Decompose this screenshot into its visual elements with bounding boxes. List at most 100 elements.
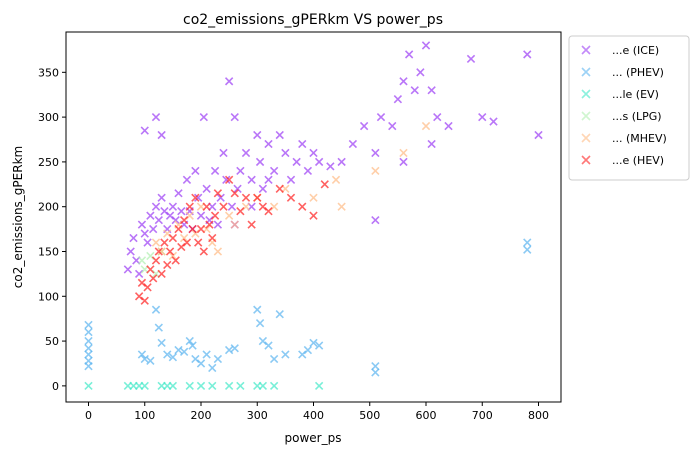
legend-marker bbox=[581, 67, 591, 77]
data-point bbox=[224, 175, 234, 184]
data-point bbox=[143, 238, 152, 247]
data-point bbox=[298, 350, 307, 359]
data-point bbox=[236, 207, 245, 216]
data-point bbox=[129, 233, 138, 243]
x-tick-label: 100 bbox=[134, 409, 155, 422]
data-point bbox=[182, 175, 192, 184]
data-point bbox=[264, 139, 273, 149]
data-point bbox=[146, 211, 155, 220]
data-point bbox=[191, 193, 200, 202]
x-tick-label: 600 bbox=[416, 409, 437, 422]
data-point bbox=[151, 256, 161, 265]
data-point bbox=[404, 50, 414, 59]
data-point bbox=[216, 193, 225, 202]
data-point bbox=[199, 112, 208, 122]
data-point bbox=[416, 68, 425, 77]
data-point bbox=[157, 269, 166, 279]
data-point bbox=[143, 283, 152, 292]
data-point bbox=[185, 336, 194, 346]
data-point bbox=[410, 86, 419, 95]
data-point bbox=[314, 157, 324, 167]
data-point bbox=[331, 175, 341, 184]
data-point bbox=[196, 359, 206, 368]
data-point bbox=[191, 354, 200, 364]
data-point bbox=[264, 341, 273, 350]
data-point bbox=[188, 224, 197, 234]
y-axis: 0 50 100 150 200 250 300 350 bbox=[38, 66, 66, 393]
data-point bbox=[275, 130, 284, 140]
legend-marker bbox=[581, 155, 591, 165]
data-point bbox=[230, 220, 239, 229]
data-point bbox=[258, 184, 268, 193]
legend-marker bbox=[581, 89, 591, 99]
legend-marker bbox=[581, 133, 591, 143]
data-point bbox=[171, 256, 180, 265]
data-point bbox=[84, 327, 93, 337]
data-point bbox=[137, 350, 147, 359]
data-point bbox=[149, 274, 158, 283]
data-point bbox=[174, 345, 183, 355]
data-point bbox=[185, 202, 194, 211]
data-point bbox=[177, 207, 186, 216]
data-point bbox=[179, 215, 189, 225]
data-point bbox=[177, 242, 186, 252]
data-point bbox=[146, 356, 155, 365]
data-point bbox=[359, 121, 369, 131]
data-point bbox=[123, 265, 133, 274]
data-point bbox=[275, 310, 284, 319]
data-point bbox=[140, 296, 149, 305]
data-point bbox=[427, 86, 436, 95]
data-point bbox=[84, 320, 93, 330]
data-point bbox=[478, 112, 487, 122]
data-point bbox=[224, 381, 234, 391]
data-point bbox=[309, 148, 318, 158]
y-tick-label: 100 bbox=[38, 290, 59, 303]
data-point bbox=[140, 381, 149, 391]
data-point bbox=[241, 193, 251, 202]
data-point bbox=[236, 381, 245, 391]
data-point bbox=[213, 189, 223, 198]
data-point bbox=[157, 130, 166, 140]
data-point bbox=[371, 166, 380, 176]
data-point bbox=[168, 381, 178, 391]
data-point bbox=[298, 139, 307, 149]
series-4 bbox=[151, 121, 431, 261]
data-point bbox=[371, 361, 380, 371]
plot-frame bbox=[65, 31, 562, 403]
x-tick-label: 200 bbox=[191, 409, 212, 422]
data-point bbox=[255, 157, 265, 167]
data-point bbox=[314, 381, 324, 391]
data-point bbox=[466, 54, 476, 64]
data-point bbox=[160, 238, 169, 247]
x-axis: 0 100 200 300 400 500 600 700 800 bbox=[85, 402, 549, 422]
legend-label: ...e (ICE) bbox=[612, 44, 659, 57]
data-point bbox=[298, 202, 307, 211]
data-point bbox=[264, 175, 273, 184]
data-point bbox=[236, 166, 245, 176]
legend: ...e (ICE) ... (PHEV) ...le (EV) ...s (LPG)… bbox=[568, 35, 690, 181]
data-point bbox=[134, 292, 144, 301]
data-point bbox=[224, 77, 234, 86]
data-point bbox=[489, 117, 498, 126]
data-point bbox=[194, 193, 203, 202]
data-point bbox=[160, 207, 169, 216]
data-point bbox=[286, 175, 296, 184]
data-point bbox=[188, 341, 197, 350]
data-point bbox=[196, 224, 206, 234]
data-point bbox=[275, 184, 284, 193]
data-point bbox=[154, 215, 163, 225]
data-point bbox=[149, 224, 158, 234]
data-point bbox=[230, 344, 239, 353]
y-tick-label: 350 bbox=[38, 66, 59, 79]
data-point bbox=[247, 175, 256, 184]
data-point bbox=[151, 112, 161, 122]
y-tick-label: 50 bbox=[45, 335, 59, 348]
legend-label: ...e (HEV) bbox=[612, 154, 664, 167]
data-point bbox=[202, 350, 211, 359]
data-point bbox=[140, 126, 149, 135]
data-point bbox=[247, 220, 256, 229]
x-tick-label: 300 bbox=[247, 409, 268, 422]
data-point bbox=[210, 166, 220, 176]
data-point bbox=[84, 344, 93, 353]
